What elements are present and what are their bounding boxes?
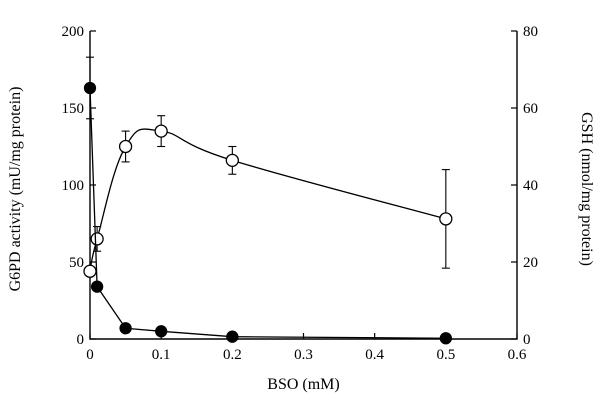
y2-tick-label: 20 [523,255,538,271]
series-line [89,87,446,339]
axes-frame [89,31,518,340]
axis-lines [89,31,518,340]
y-tick-label: 200 [62,24,85,40]
series-layer [83,56,453,345]
y2-tick-label: 40 [523,178,538,194]
x-tick-label: 0.3 [294,347,313,363]
series-line [89,128,447,272]
series-filled-circle [83,56,452,345]
x-tick-label: 0.1 [152,347,171,363]
y-tick-label: 0 [77,332,85,348]
y2-tick-label: 80 [523,24,538,40]
y-axis-label: G6PD activity (mU/mg protein) [7,87,24,292]
y2-axis-ticks: 0 20 40 60 80 [511,24,538,348]
data-point [83,264,97,278]
y2-tick-label: 60 [523,101,538,117]
data-point [118,139,133,154]
data-point [439,332,452,345]
data-point [119,322,132,335]
data-point [226,330,239,343]
y-tick-label: 50 [69,255,84,271]
series-open-circle [83,115,453,278]
data-point [439,212,453,226]
data-point [155,325,168,338]
y2-tick-label: 0 [523,332,531,348]
x-tick-label: 0 [86,347,94,363]
y2-axis-label: GSH (nmol/mg protein) [578,112,595,266]
x-tick-label: 0.4 [365,347,384,363]
data-point [225,153,239,168]
y-tick-label: 150 [62,101,85,117]
x-tick-label: 0.6 [508,347,527,363]
data-point [83,81,97,95]
y-tick-label: 100 [62,178,85,194]
x-tick-label: 0.2 [223,347,242,363]
x-axis-label: BSO (mM) [267,376,339,393]
y-axis-ticks: 0 50 100 150 200 [62,24,96,348]
data-point [90,280,104,293]
data-point [154,124,168,138]
data-point [90,232,104,246]
x-tick-label: 0.5 [436,347,455,363]
